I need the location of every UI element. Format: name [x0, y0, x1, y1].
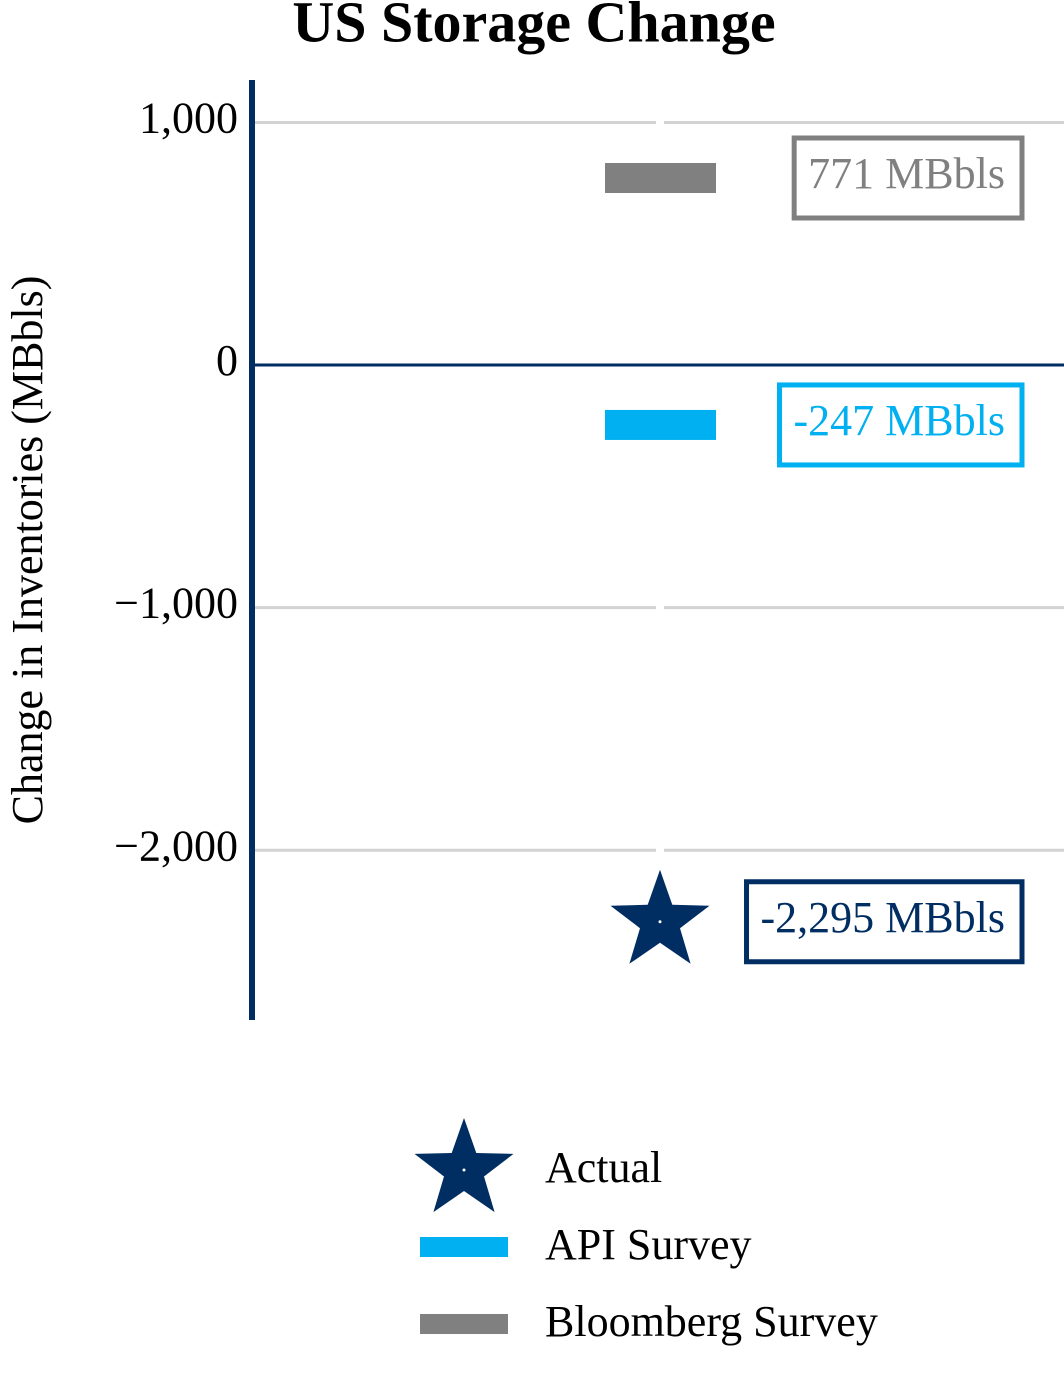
star-center [658, 920, 662, 924]
dash-marker [420, 1237, 508, 1257]
star-marker [414, 1118, 514, 1213]
dash-marker [605, 409, 716, 440]
value-label-box [777, 382, 1025, 468]
y-tick-label: 0 [216, 336, 238, 385]
legend-label: API Survey [545, 1220, 752, 1269]
star-center [462, 1168, 466, 1172]
y-axis-label: Change in Inventories (MBbls) [3, 276, 52, 825]
value-label-box [791, 135, 1025, 221]
legend-label: Bloomberg Survey [545, 1297, 878, 1346]
value-label: -247 MBbls [794, 396, 1005, 445]
dash-marker [605, 163, 716, 194]
value-label: 771 MBbls [808, 149, 1005, 198]
y-tick-label: 1,000 [139, 94, 238, 143]
legend-label: Actual [545, 1143, 662, 1192]
chart-title: US Storage Change [292, 0, 775, 54]
y-tick-label: −2,000 [114, 821, 238, 870]
star-marker [610, 869, 710, 964]
value-label-box [744, 879, 1025, 965]
y-tick-label: −1,000 [114, 579, 238, 628]
value-label: -2,295 MBbls [761, 893, 1005, 942]
dash-marker [420, 1314, 508, 1334]
